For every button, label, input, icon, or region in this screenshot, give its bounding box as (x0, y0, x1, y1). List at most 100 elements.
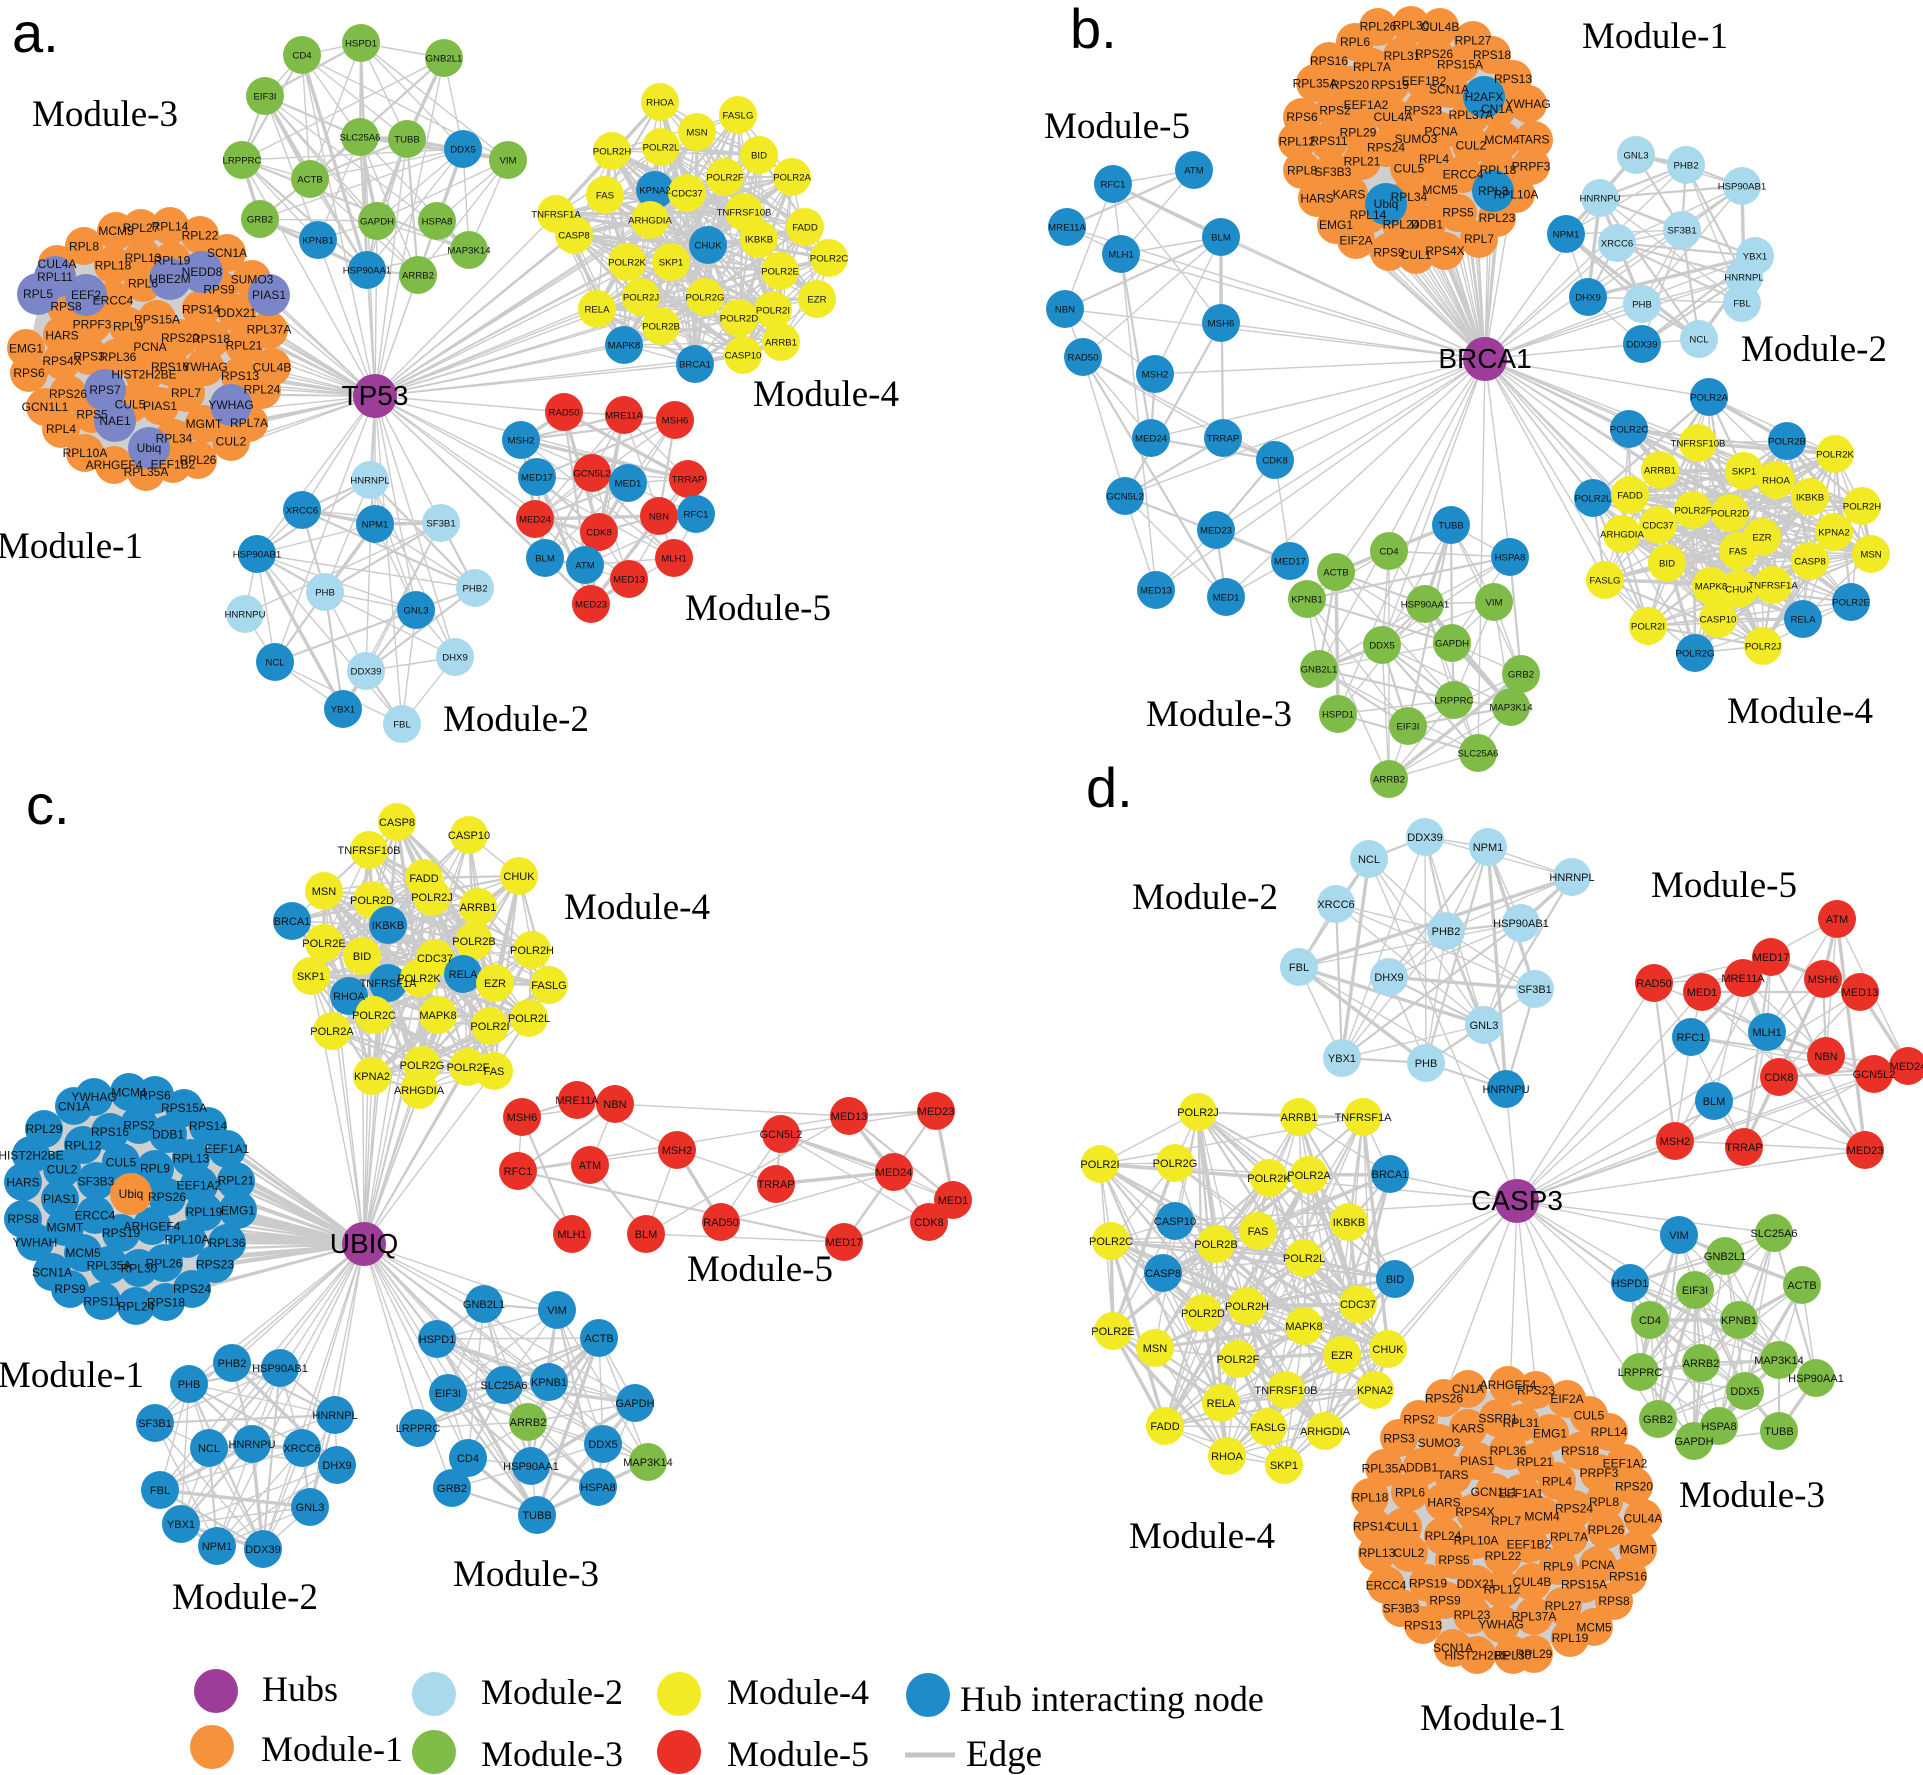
svg-text:RPL37A: RPL37A (247, 323, 292, 337)
svg-text:TNFRSF10B: TNFRSF10B (1255, 1385, 1318, 1397)
svg-text:RAD50: RAD50 (549, 407, 580, 418)
svg-text:HSP90AA1: HSP90AA1 (503, 1461, 559, 1473)
svg-text:c.: c. (26, 773, 70, 836)
svg-text:CUL4B: CUL4B (1513, 1575, 1552, 1589)
svg-text:RPS11: RPS11 (83, 1294, 120, 1308)
svg-text:YBX1: YBX1 (1328, 1053, 1356, 1065)
svg-text:POLR2E: POLR2E (1091, 1326, 1134, 1338)
svg-text:RPL26: RPL26 (146, 1257, 183, 1271)
svg-text:RPS18: RPS18 (1473, 48, 1511, 62)
svg-text:SUMO3: SUMO3 (231, 273, 274, 287)
svg-text:BRCA1: BRCA1 (1438, 343, 1531, 374)
svg-text:Ubiq: Ubiq (1374, 197, 1399, 211)
svg-text:HARS: HARS (45, 328, 78, 342)
svg-text:HSPD1: HSPD1 (1612, 1278, 1649, 1290)
svg-text:d.: d. (1086, 756, 1133, 819)
svg-text:KARS: KARS (1333, 187, 1366, 201)
svg-text:RPL24: RPL24 (1425, 1529, 1462, 1543)
svg-text:MRE11A: MRE11A (605, 410, 643, 421)
svg-text:Module-2: Module-2 (172, 1577, 318, 1618)
svg-text:HSP90AB1: HSP90AB1 (1718, 181, 1767, 192)
svg-text:FBL: FBL (1289, 962, 1309, 974)
svg-text:ATM: ATM (575, 560, 595, 571)
svg-text:RPS20: RPS20 (161, 331, 199, 345)
svg-text:POLR2B: POLR2B (642, 321, 680, 332)
svg-text:TNFRSF1A: TNFRSF1A (1335, 1112, 1393, 1124)
svg-text:MED23: MED23 (1200, 525, 1232, 536)
svg-text:CD4: CD4 (1379, 546, 1399, 557)
svg-text:RPL29: RPL29 (1516, 1647, 1553, 1661)
svg-text:POLR2H: POLR2H (593, 146, 631, 157)
svg-text:MCM5: MCM5 (1576, 1620, 1612, 1634)
svg-text:EEF1B2: EEF1B2 (1402, 74, 1447, 88)
svg-text:EIF2A: EIF2A (1550, 1392, 1583, 1406)
svg-text:NPM1: NPM1 (362, 519, 389, 530)
svg-text:POLR2C: POLR2C (810, 253, 848, 264)
svg-text:SCN1A: SCN1A (32, 1265, 72, 1279)
svg-text:RPL19: RPL19 (1552, 1631, 1589, 1645)
svg-text:RPL4: RPL4 (1542, 1474, 1572, 1488)
svg-text:PHB2: PHB2 (1673, 160, 1698, 171)
svg-text:POLR2I: POLR2I (756, 305, 790, 316)
svg-text:RPS15A: RPS15A (161, 1101, 207, 1115)
svg-text:Hub interacting node: Hub interacting node (960, 1679, 1264, 1719)
svg-text:CHUK: CHUK (1725, 584, 1753, 595)
svg-text:Module-5: Module-5 (687, 1249, 833, 1290)
svg-text:EEF1A1: EEF1A1 (1499, 1487, 1544, 1501)
svg-text:RPL12: RPL12 (1279, 135, 1316, 149)
svg-text:KPNA2: KPNA2 (639, 185, 670, 196)
svg-text:HNRNPU: HNRNPU (1482, 1084, 1529, 1096)
svg-text:CUL2: CUL2 (1456, 139, 1487, 153)
svg-text:RPS19: RPS19 (102, 1226, 140, 1240)
svg-text:POLR2K: POLR2K (1247, 1173, 1291, 1185)
svg-text:GNL3: GNL3 (1470, 1020, 1499, 1032)
svg-text:LRPPRC: LRPPRC (1435, 695, 1474, 706)
svg-text:CASP8: CASP8 (558, 230, 589, 241)
svg-text:RPL14: RPL14 (1350, 208, 1387, 222)
svg-text:ERCC4: ERCC4 (75, 1208, 116, 1222)
svg-text:Module-5: Module-5 (1651, 865, 1797, 906)
svg-text:HARS: HARS (1300, 192, 1333, 206)
svg-text:RPL8: RPL8 (69, 240, 99, 254)
svg-text:RPS16: RPS16 (151, 360, 189, 374)
svg-text:RPS19: RPS19 (1409, 1576, 1447, 1590)
svg-text:RPL24: RPL24 (244, 383, 281, 397)
svg-text:RPS11: RPS11 (1310, 134, 1347, 148)
svg-text:HNRNPU: HNRNPU (228, 1439, 275, 1451)
svg-text:DDX39: DDX39 (245, 1544, 280, 1556)
svg-text:a.: a. (12, 1, 59, 64)
svg-text:MED17: MED17 (1274, 556, 1306, 567)
svg-text:RPS2: RPS2 (123, 1118, 155, 1132)
svg-text:EIF3I: EIF3I (1682, 1285, 1708, 1297)
svg-text:RPS26: RPS26 (148, 1190, 186, 1204)
svg-text:XRCC6: XRCC6 (1317, 899, 1354, 911)
svg-text:PHB: PHB (1415, 1058, 1438, 1070)
svg-text:NAE1: NAE1 (99, 414, 131, 428)
svg-text:POLR2J: POLR2J (1745, 641, 1781, 652)
svg-text:ARRB2: ARRB2 (510, 1417, 547, 1429)
svg-text:Module-2: Module-2 (1741, 329, 1887, 370)
svg-text:PHB2: PHB2 (218, 1358, 247, 1370)
svg-text:MAPK8: MAPK8 (1285, 1321, 1322, 1333)
svg-text:GNB2L1: GNB2L1 (1704, 1251, 1746, 1263)
svg-text:Module-3: Module-3 (453, 1554, 599, 1595)
svg-text:MSH6: MSH6 (662, 415, 689, 426)
svg-text:RPS6: RPS6 (1286, 110, 1318, 124)
svg-text:FADD: FADD (409, 873, 438, 885)
svg-text:BLM: BLM (1703, 1096, 1726, 1108)
svg-text:MAPK8: MAPK8 (419, 1010, 456, 1022)
svg-text:MAP3K14: MAP3K14 (447, 245, 491, 256)
svg-text:RPL24: RPL24 (118, 1299, 155, 1313)
svg-text:RPL19: RPL19 (186, 1205, 223, 1219)
svg-text:PIAS1: PIAS1 (252, 288, 286, 302)
svg-text:EMG1: EMG1 (1533, 1427, 1567, 1441)
svg-text:IKBKB: IKBKB (372, 920, 404, 932)
svg-text:RPS9: RPS9 (203, 282, 235, 296)
svg-text:BID: BID (751, 150, 767, 161)
svg-text:FASLG: FASLG (531, 980, 566, 992)
svg-text:Module-2: Module-2 (481, 1672, 623, 1712)
svg-text:RPL13: RPL13 (1359, 1546, 1396, 1560)
svg-text:Module-1: Module-1 (1582, 16, 1728, 57)
svg-text:MSN: MSN (312, 886, 337, 898)
svg-text:POLR2F: POLR2F (447, 1062, 490, 1074)
